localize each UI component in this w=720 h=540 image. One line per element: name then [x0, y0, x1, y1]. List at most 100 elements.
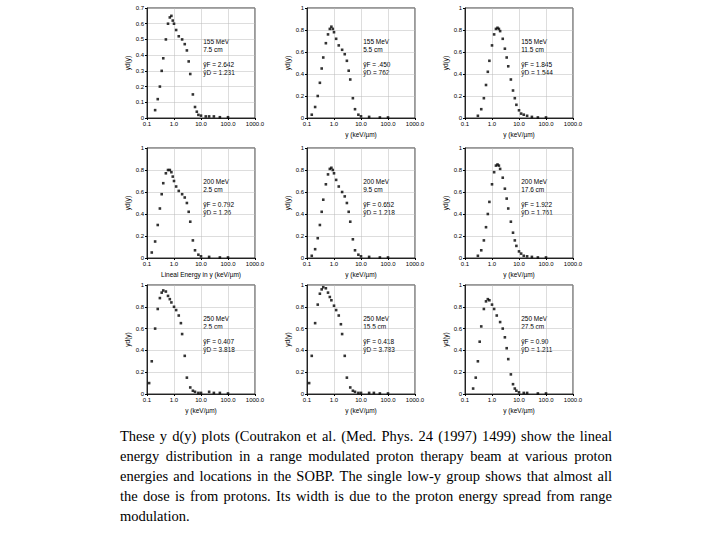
svg-text:155 MeV: 155 MeV [203, 38, 230, 45]
svg-text:10.0: 10.0 [513, 397, 525, 403]
svg-text:ȳD = 3.818: ȳD = 3.818 [203, 346, 235, 354]
svg-text:0.1: 0.1 [303, 121, 312, 127]
svg-text:1: 1 [301, 5, 305, 11]
svg-text:y (keV/µm): y (keV/µm) [503, 131, 535, 139]
svg-text:0.2: 0.2 [454, 369, 463, 375]
svg-text:ȳF = .450: ȳF = .450 [363, 61, 391, 69]
svg-text:10.0: 10.0 [355, 397, 367, 403]
svg-text:0.1: 0.1 [143, 397, 152, 403]
svg-text:1.0: 1.0 [488, 261, 497, 267]
svg-text:0.4: 0.4 [136, 211, 145, 217]
svg-text:ȳD = 1.218: ȳD = 1.218 [363, 209, 395, 217]
svg-text:1: 1 [459, 145, 463, 151]
svg-text:ȳF = 2.642: ȳF = 2.642 [203, 61, 234, 69]
svg-text:0.4: 0.4 [136, 347, 145, 353]
svg-text:0.8: 0.8 [296, 304, 305, 310]
svg-text:1000.0: 1000.0 [246, 261, 265, 267]
svg-text:0.4: 0.4 [454, 211, 463, 217]
svg-text:ȳF = 0.652: ȳF = 0.652 [363, 201, 394, 209]
svg-text:0.2: 0.2 [454, 233, 463, 239]
svg-text:yd(y): yd(y) [124, 196, 132, 210]
svg-text:250 MeV: 250 MeV [203, 315, 230, 322]
svg-text:0.8: 0.8 [454, 27, 463, 33]
svg-text:0.6: 0.6 [454, 49, 463, 55]
svg-text:0.1: 0.1 [461, 397, 470, 403]
svg-text:0.6: 0.6 [136, 21, 145, 27]
svg-text:yd(y): yd(y) [124, 56, 132, 70]
svg-text:5.5 cm: 5.5 cm [363, 46, 383, 53]
svg-text:1.0: 1.0 [488, 121, 497, 127]
svg-text:100.0: 100.0 [538, 261, 554, 267]
svg-text:0.6: 0.6 [296, 189, 305, 195]
svg-text:100.0: 100.0 [220, 261, 236, 267]
svg-text:0.4: 0.4 [136, 52, 145, 58]
svg-text:250 MeV: 250 MeV [521, 315, 548, 322]
svg-text:0.8: 0.8 [454, 304, 463, 310]
svg-text:1: 1 [141, 282, 145, 288]
svg-text:9.5 cm: 9.5 cm [363, 186, 383, 193]
svg-text:0.4: 0.4 [296, 211, 305, 217]
svg-text:0.2: 0.2 [136, 369, 145, 375]
svg-text:ȳD = 762: ȳD = 762 [363, 69, 390, 77]
svg-text:0.8: 0.8 [136, 304, 145, 310]
svg-text:ȳF = 0.90: ȳF = 0.90 [521, 338, 549, 346]
svg-text:1: 1 [301, 282, 305, 288]
svg-text:ȳF = 0.418: ȳF = 0.418 [363, 338, 394, 346]
svg-text:155 MeV: 155 MeV [363, 38, 390, 45]
svg-text:0.1: 0.1 [136, 99, 145, 105]
svg-text:15.5 cm: 15.5 cm [363, 323, 386, 330]
svg-text:7.5 cm: 7.5 cm [203, 46, 223, 53]
svg-text:0.2: 0.2 [296, 369, 305, 375]
svg-text:0.1: 0.1 [303, 261, 312, 267]
svg-text:0.6: 0.6 [136, 326, 145, 332]
svg-text:0.5: 0.5 [136, 36, 145, 42]
svg-text:1.0: 1.0 [488, 397, 497, 403]
svg-text:y (keV/µm): y (keV/µm) [503, 407, 535, 415]
svg-text:10.0: 10.0 [513, 121, 525, 127]
svg-text:1000.0: 1000.0 [406, 261, 425, 267]
svg-text:yd(y): yd(y) [442, 196, 450, 210]
svg-text:0.2: 0.2 [136, 84, 145, 90]
svg-text:0.2: 0.2 [454, 93, 463, 99]
svg-text:0.8: 0.8 [454, 167, 463, 173]
svg-text:0.8: 0.8 [296, 167, 305, 173]
svg-text:0.6: 0.6 [296, 326, 305, 332]
svg-text:0.6: 0.6 [454, 189, 463, 195]
svg-text:ȳD = 1.211: ȳD = 1.211 [521, 346, 553, 354]
svg-text:yd(y): yd(y) [284, 332, 292, 346]
svg-text:y (keV/µm): y (keV/µm) [345, 407, 377, 415]
svg-text:ȳD = 1.761: ȳD = 1.761 [521, 209, 553, 217]
svg-text:10.0: 10.0 [513, 261, 525, 267]
svg-text:11.5 cm: 11.5 cm [521, 46, 544, 53]
svg-text:17.6 cm: 17.6 cm [521, 186, 544, 193]
svg-text:200 MeV: 200 MeV [521, 178, 548, 185]
svg-text:10.0: 10.0 [195, 121, 207, 127]
svg-text:1: 1 [459, 5, 463, 11]
svg-text:0.8: 0.8 [296, 27, 305, 33]
svg-text:ȳD = 3.783: ȳD = 3.783 [363, 346, 395, 354]
svg-text:1: 1 [301, 145, 305, 151]
svg-text:ȳF = 0.792: ȳF = 0.792 [203, 201, 234, 209]
svg-text:ȳF = 0.407: ȳF = 0.407 [203, 338, 234, 346]
svg-text:0.3: 0.3 [136, 68, 145, 74]
svg-text:100.0: 100.0 [220, 121, 236, 127]
svg-text:y (keV/µm): y (keV/µm) [185, 407, 217, 415]
svg-text:27.5 cm: 27.5 cm [521, 323, 544, 330]
svg-text:0.8: 0.8 [136, 167, 145, 173]
svg-text:0.2: 0.2 [296, 93, 305, 99]
svg-text:1000.0: 1000.0 [406, 121, 425, 127]
svg-text:0.1: 0.1 [143, 121, 152, 127]
svg-text:0.4: 0.4 [296, 71, 305, 77]
svg-text:200 MeV: 200 MeV [363, 178, 390, 185]
svg-text:1000.0: 1000.0 [246, 121, 265, 127]
svg-text:100.0: 100.0 [538, 121, 554, 127]
svg-text:ȳD = 1.26: ȳD = 1.26 [203, 209, 231, 217]
svg-text:0.4: 0.4 [296, 347, 305, 353]
svg-text:0.1: 0.1 [143, 261, 152, 267]
svg-text:y (keV/µm): y (keV/µm) [503, 271, 535, 279]
svg-text:1.0: 1.0 [330, 121, 339, 127]
svg-text:1000.0: 1000.0 [564, 121, 583, 127]
svg-text:10.0: 10.0 [355, 261, 367, 267]
svg-text:ȳD = 1.231: ȳD = 1.231 [203, 69, 235, 77]
svg-text:yd(y): yd(y) [124, 332, 132, 346]
